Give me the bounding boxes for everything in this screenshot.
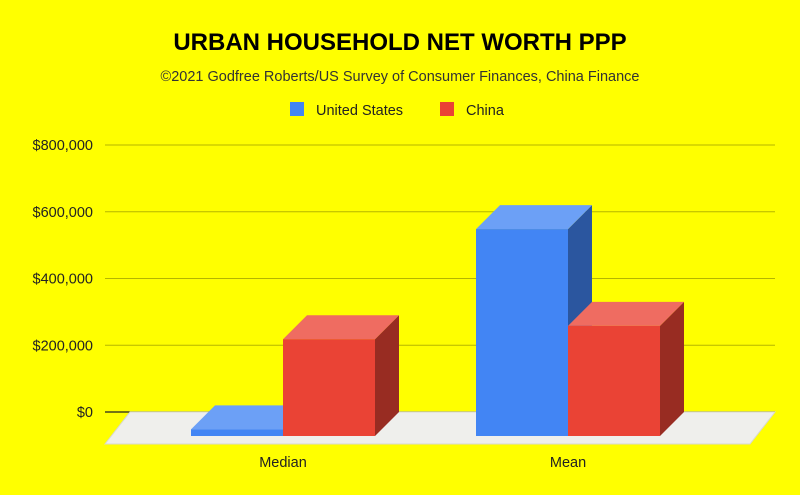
x-category-label-1: Mean	[550, 455, 586, 471]
bar-front	[283, 339, 375, 436]
legend: United States China	[290, 102, 505, 119]
y-tick-label-2: $400,000	[33, 272, 93, 288]
bar-top	[476, 205, 592, 230]
bar-front	[191, 429, 283, 436]
x-axis-categories: Median Mean	[259, 455, 586, 471]
legend-swatch-0	[290, 102, 304, 116]
bar-top	[283, 315, 399, 340]
x-category-label-0: Median	[259, 455, 307, 471]
bar-mean-china	[568, 301, 684, 436]
legend-swatch-1	[440, 102, 454, 116]
bar-front	[476, 229, 568, 436]
y-tick-label-4: $800,000	[33, 138, 93, 154]
bar-top	[191, 405, 307, 430]
legend-label-0: United States	[316, 103, 403, 119]
chart-title: URBAN HOUSEHOLD NET WORTH PPP	[173, 29, 626, 56]
y-tick-label-1: $200,000	[33, 338, 93, 354]
y-tick-label-0: $0	[77, 405, 93, 421]
bar-median-china	[283, 315, 399, 436]
bars	[191, 205, 684, 436]
bar-side	[375, 315, 399, 436]
y-tick-label-3: $600,000	[33, 205, 93, 221]
bar-top	[568, 301, 684, 326]
y-axis-ticks: $0 $200,000 $400,000 $600,000 $800,000	[33, 138, 93, 421]
bar-side	[660, 301, 684, 436]
legend-label-1: China	[466, 103, 505, 119]
chart-subtitle: ©2021 Godfree Roberts/US Survey of Consu…	[161, 69, 640, 85]
bar-front	[568, 325, 660, 436]
